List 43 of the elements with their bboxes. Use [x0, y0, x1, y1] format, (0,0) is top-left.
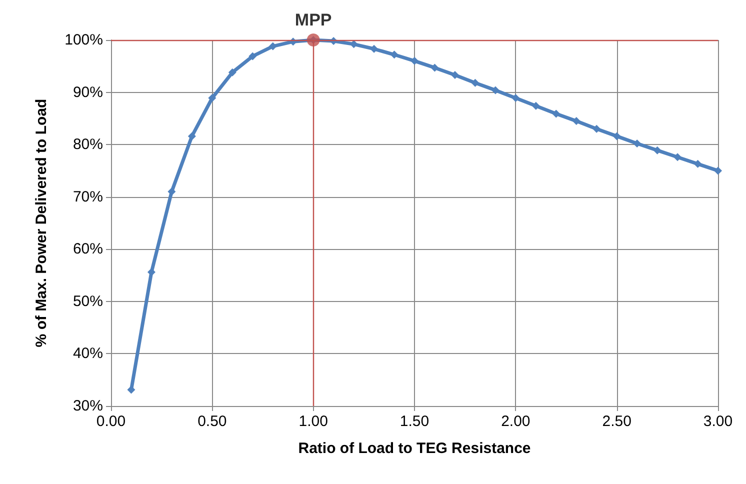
point	[228, 68, 236, 76]
y-tick-label: 40%	[72, 345, 103, 362]
y-axis-title: % of Max. Power Delivered to Load	[33, 98, 50, 348]
point	[612, 132, 621, 140]
y-tick-label: 50%	[72, 292, 103, 310]
x-axis-title: Ratio of Load to TEG Resistance	[298, 440, 531, 457]
point	[532, 102, 540, 110]
point	[450, 71, 459, 80]
series-label: MPP	[294, 10, 332, 30]
x-tick-label: 0.00	[96, 413, 126, 430]
y-tick-label: 80%	[72, 136, 103, 154]
point	[694, 160, 702, 168]
point	[674, 153, 682, 162]
point	[552, 110, 560, 118]
point	[208, 94, 216, 102]
y-tick-label: 100%	[64, 32, 103, 48]
point	[390, 50, 398, 59]
point	[633, 140, 642, 148]
point	[410, 56, 418, 65]
y-tick-label: 30%	[72, 398, 103, 414]
y-tick-label: 60%	[72, 240, 103, 258]
point	[306, 34, 320, 46]
y-tick-label: 70%	[72, 188, 103, 206]
point	[714, 166, 722, 175]
point	[471, 78, 480, 87]
point	[512, 94, 520, 102]
point	[592, 124, 601, 133]
y-tick-label: 90%	[72, 84, 103, 101]
x-tick-label: 3.00	[703, 413, 733, 430]
point	[248, 52, 257, 60]
x-tick-label: 0.50	[198, 413, 227, 430]
point	[370, 44, 378, 53]
x-tick-label: 1.50	[400, 413, 430, 430]
point	[572, 117, 580, 126]
x-tick-label: 2.50	[602, 413, 632, 430]
x-tick-label: 2.00	[501, 413, 530, 430]
point	[430, 64, 439, 72]
point	[653, 146, 662, 154]
point	[268, 42, 277, 50]
x-tick-label: 1.00	[298, 413, 328, 430]
point	[168, 188, 176, 196]
point	[491, 86, 500, 94]
point	[188, 132, 196, 140]
